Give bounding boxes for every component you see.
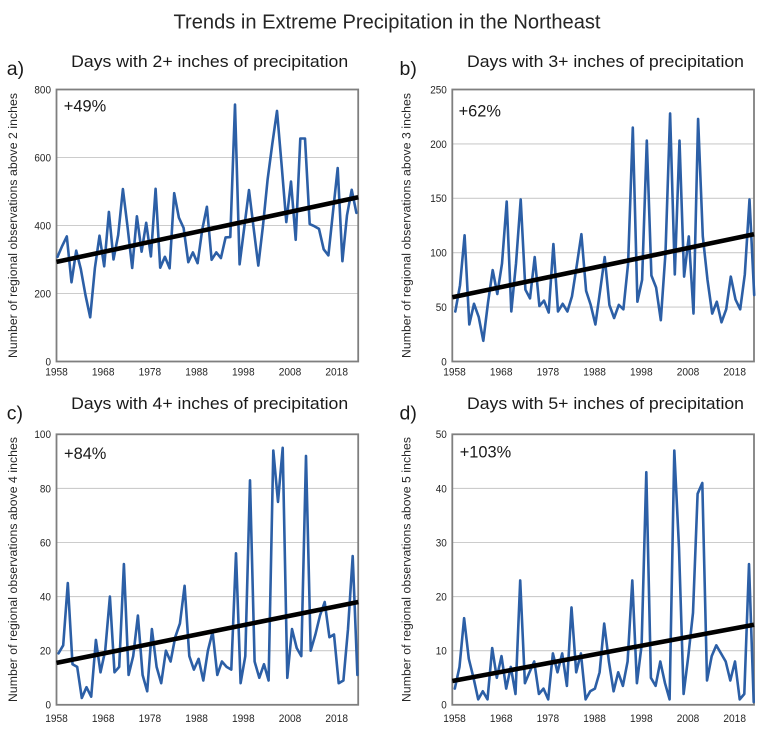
svg-text:1958: 1958 <box>443 367 466 379</box>
svg-text:1998: 1998 <box>630 713 653 725</box>
svg-text:1968: 1968 <box>92 713 115 725</box>
svg-text:b): b) <box>400 58 417 80</box>
svg-text:+84%: +84% <box>64 445 106 463</box>
svg-text:1978: 1978 <box>537 367 560 379</box>
svg-text:150: 150 <box>430 193 447 205</box>
svg-text:40: 40 <box>40 592 51 604</box>
svg-text:2008: 2008 <box>279 367 302 379</box>
svg-text:20: 20 <box>40 646 51 658</box>
svg-text:Days with 2+ inches of precipi: Days with 2+ inches of precipitation <box>71 52 348 71</box>
svg-text:1978: 1978 <box>139 367 162 379</box>
svg-text:0: 0 <box>46 356 52 368</box>
svg-text:Trends in Extreme Precipitatio: Trends in Extreme Precipitation in the N… <box>174 12 601 34</box>
svg-text:d): d) <box>400 403 417 425</box>
svg-text:60: 60 <box>40 537 51 549</box>
svg-text:1988: 1988 <box>583 367 606 379</box>
svg-text:20: 20 <box>436 592 447 604</box>
svg-text:2018: 2018 <box>723 367 746 379</box>
svg-text:2018: 2018 <box>325 367 348 379</box>
svg-text:2018: 2018 <box>723 713 746 725</box>
svg-text:2018: 2018 <box>325 713 348 725</box>
svg-text:Number of regional observation: Number of regional observations above 5 … <box>400 437 414 702</box>
svg-text:800: 800 <box>34 84 51 96</box>
svg-text:1968: 1968 <box>92 367 115 379</box>
svg-text:0: 0 <box>46 700 52 712</box>
svg-text:a): a) <box>7 58 24 80</box>
svg-text:Number of regional observation: Number of regional observations above 2 … <box>6 93 20 358</box>
svg-text:50: 50 <box>436 302 447 314</box>
svg-text:Number of regional observation: Number of regional observations above 4 … <box>6 437 20 702</box>
svg-text:+49%: +49% <box>64 97 106 115</box>
svg-text:2008: 2008 <box>677 713 700 725</box>
svg-text:1958: 1958 <box>443 713 466 725</box>
svg-text:+62%: +62% <box>459 102 501 120</box>
svg-text:1958: 1958 <box>45 367 68 379</box>
svg-text:Days with 5+ inches of precipi: Days with 5+ inches of precipitation <box>467 394 744 413</box>
svg-text:40: 40 <box>436 483 447 495</box>
svg-text:1998: 1998 <box>630 367 653 379</box>
svg-text:1988: 1988 <box>583 713 606 725</box>
svg-text:100: 100 <box>34 429 51 441</box>
svg-text:200: 200 <box>34 288 51 300</box>
svg-text:1988: 1988 <box>185 713 208 725</box>
svg-text:1998: 1998 <box>232 367 255 379</box>
svg-text:50: 50 <box>436 429 447 441</box>
svg-text:600: 600 <box>34 152 51 164</box>
svg-text:200: 200 <box>430 139 447 151</box>
svg-text:Days with 4+ inches of precipi: Days with 4+ inches of precipitation <box>71 394 348 413</box>
svg-text:1978: 1978 <box>537 713 560 725</box>
svg-text:1958: 1958 <box>45 713 68 725</box>
svg-text:c): c) <box>7 403 23 425</box>
svg-text:Number of regional observation: Number of regional observations above 3 … <box>400 93 414 358</box>
svg-text:80: 80 <box>40 483 51 495</box>
svg-text:1978: 1978 <box>139 713 162 725</box>
svg-text:1998: 1998 <box>232 713 255 725</box>
svg-text:100: 100 <box>430 248 447 260</box>
svg-text:+103%: +103% <box>460 443 512 461</box>
svg-text:Days with 3+ inches of precipi: Days with 3+ inches of precipitation <box>467 52 744 71</box>
svg-text:0: 0 <box>441 700 447 712</box>
svg-text:0: 0 <box>441 356 447 368</box>
svg-text:1988: 1988 <box>185 367 208 379</box>
svg-text:2008: 2008 <box>279 713 302 725</box>
svg-text:400: 400 <box>34 220 51 232</box>
svg-text:1968: 1968 <box>490 713 513 725</box>
svg-text:1968: 1968 <box>490 367 513 379</box>
svg-text:250: 250 <box>430 84 447 96</box>
svg-text:10: 10 <box>436 646 447 658</box>
svg-text:30: 30 <box>436 537 447 549</box>
svg-text:2008: 2008 <box>677 367 700 379</box>
